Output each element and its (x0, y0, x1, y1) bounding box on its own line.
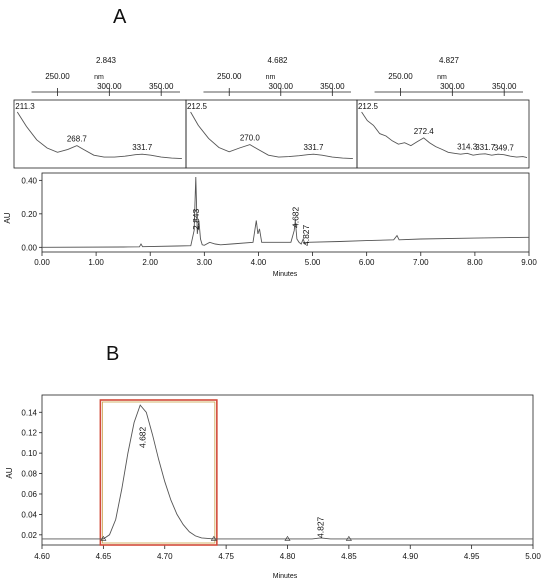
spectrum-peak-label: 268.7 (67, 135, 88, 144)
spectrum-tick-label: 300.00 (269, 82, 294, 91)
chromatogram-a-ytick-label: 0.40 (21, 176, 37, 185)
chromatogram-b-xtick-label: 5.00 (525, 552, 541, 561)
spectrum-retention-label: 2.843 (96, 56, 117, 65)
chromatogram-b-xtick-label: 4.70 (157, 552, 173, 561)
spectrum-tick-label: 300.00 (97, 82, 122, 91)
chromatogram-b-ytick-label: 0.02 (21, 531, 37, 540)
spectrum-peak-label: 331.7 (303, 143, 324, 152)
spectrum-trace (16, 111, 182, 160)
chromatogram-a-xtick-label: 3.00 (197, 258, 213, 267)
chromatogram-b-ytick-label: 0.14 (21, 408, 37, 417)
chromatogram-b-integration-marker (100, 535, 107, 541)
panel-a-letter: A (113, 6, 127, 28)
spectrum-tick-label: 300.00 (440, 82, 465, 91)
chromatogram-b-integration-marker (345, 535, 352, 541)
spectrum-frame (185, 99, 358, 169)
spectrum-peak-label: 212.5 (187, 102, 208, 111)
chromatogram-b-ytick-label: 0.08 (21, 470, 37, 479)
chromatogram-a-xtick-label: 4.00 (251, 258, 267, 267)
chromatogram-a-xtick-label: 5.00 (305, 258, 321, 267)
spectrum-peak-label: 331.7 (475, 143, 496, 152)
chromatogram-a-trace (41, 176, 530, 248)
chromatogram-b-peak-label: 4.827 (316, 516, 326, 538)
chromatogram-b-ylabel: AU (5, 467, 14, 478)
spectrum-tick-label: 250.00 (217, 72, 242, 81)
chromatogram-b-ytick-label: 0.10 (21, 449, 37, 458)
chromatogram-a-frame (41, 172, 530, 253)
spectrum-peak-label: 212.5 (358, 102, 379, 111)
chromatogram-b-frame (41, 394, 534, 546)
spectrum-retention-label: 4.827 (439, 56, 460, 65)
chromatogram-b-ytick-label: 0.12 (21, 429, 37, 438)
chromatogram-b-xlabel: Minutes (273, 573, 298, 580)
chromatogram-b-xtick-label: 4.95 (464, 552, 480, 561)
chromatogram-a-peak-label: 2.843 (191, 208, 201, 230)
chromatogram-a-ytick-label: 0.20 (21, 210, 37, 219)
chromatogram-b-xtick-label: 4.60 (34, 552, 50, 561)
chromatogram-b-xtick-label: 4.80 (280, 552, 296, 561)
chromatogram-a-xtick-label: 9.00 (521, 258, 537, 267)
chromatogram-a-xtick-label: 1.00 (88, 258, 104, 267)
chromatogram-b-ytick-label: 0.06 (21, 490, 37, 499)
spectrum-trace (361, 111, 528, 159)
spectrum-retention-label: 4.682 (267, 56, 288, 65)
chromatogram-b-peak-label: 4.682 (138, 426, 148, 448)
chromatogram-b-trace (42, 404, 533, 540)
chromatogram-a-xlabel: Minutes (273, 271, 298, 278)
spectrum-axis-unit: nm (266, 74, 276, 81)
spectrum-tick-label: 250.00 (388, 72, 413, 81)
panel-b-letter: B (106, 343, 119, 365)
chromatogram-b-integration-marker (284, 535, 291, 541)
chromatogram-a-ylabel: AU (3, 212, 12, 223)
spectrum-peak-label: 272.4 (414, 127, 435, 136)
chromatogram-a-xtick-label: 7.00 (413, 258, 429, 267)
chromatogram-b-xtick-label: 4.90 (402, 552, 418, 561)
chromatogram-b-highlight-inner (101, 401, 216, 544)
chromatogram-a-xtick-label: 0.00 (34, 258, 50, 267)
spectrum-tick-label: 350.00 (320, 82, 345, 91)
spectrum-peak-label: 270.0 (240, 134, 261, 143)
chromatogram-a-peak-label: 4.827 (301, 224, 311, 246)
chromatogram-b-highlight-box (99, 399, 218, 546)
spectrum-peak-label: 314.3 (457, 142, 478, 151)
chromatogram-a-xtick-label: 6.00 (359, 258, 375, 267)
chromatogram-a: 0.00 1.00 2.00 3.00 4.00 5.00 6.00 7.00 8.00 9.00… (3, 172, 537, 278)
chromatogram-a-ytick-label: 0.00 (21, 243, 37, 252)
chromatogram-b-xtick-label: 4.85 (341, 552, 357, 561)
spectrum-tick-label: 350.00 (492, 82, 517, 91)
uv-spectra-group: 2.843 250.00 300.00 350.00 nm 211.3 268.7 331.7… (13, 56, 530, 169)
spectrum-frame (356, 99, 530, 169)
chromatogram-b-ytick-label: 0.04 (21, 510, 37, 519)
chromatogram-b-xtick-label: 4.65 (96, 552, 112, 561)
chromatogram-b-integration-marker (210, 535, 217, 541)
spectrum-tick-label: 350.00 (149, 82, 174, 91)
spectrum-frame (13, 99, 187, 169)
spectrum-axis-unit: nm (437, 74, 447, 81)
spectrum-tick-label: 250.00 (45, 72, 70, 81)
spectrum-peak-label: 211.3 (15, 102, 35, 111)
chromatogram-b: 4.60 4.65 4.70 4.75 4.80 4.85 4.90 4.95 5.00 0.02… (5, 394, 541, 580)
spectrum-peak-label: 349.7 (494, 144, 515, 153)
chromatogram-b-xtick-label: 4.75 (218, 552, 234, 561)
spectrum-trace (190, 111, 353, 160)
spectrum-axis-unit: nm (94, 74, 104, 81)
chromatogram-a-xtick-label: 8.00 (467, 258, 483, 267)
chromatogram-a-peak-label: 4.682 (290, 206, 300, 228)
chromatogram-a-xtick-label: 2.00 (142, 258, 158, 267)
spectrum-peak-label: 331.7 (132, 143, 153, 152)
